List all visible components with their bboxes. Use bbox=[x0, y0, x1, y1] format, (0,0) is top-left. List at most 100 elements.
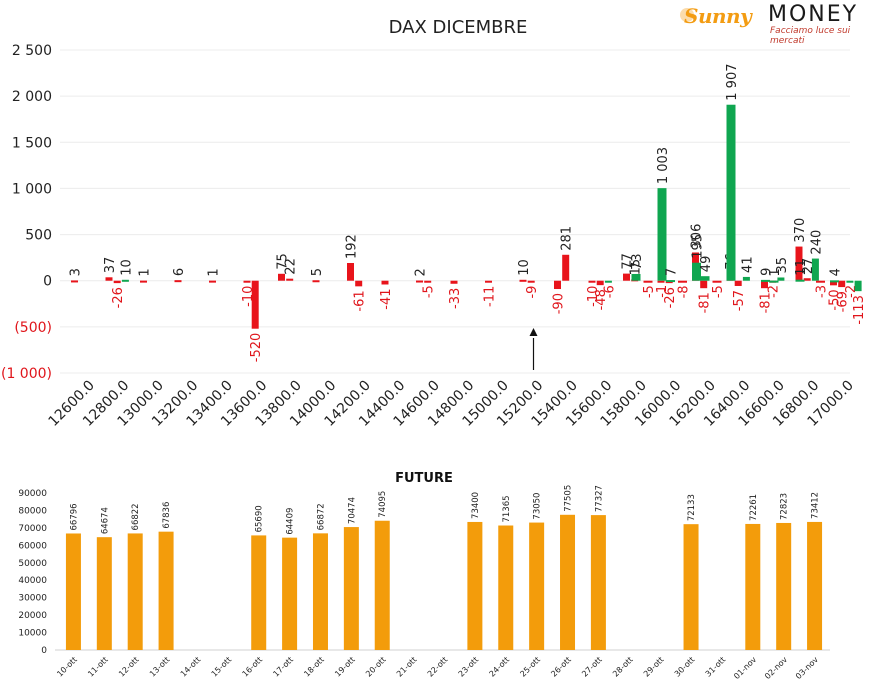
bar bbox=[588, 280, 596, 283]
bar bbox=[467, 521, 483, 650]
x-tick-label: 21-ott bbox=[395, 655, 419, 679]
data-label: 240 bbox=[809, 230, 824, 255]
x-tick-label: 27-ott bbox=[580, 655, 604, 679]
bar bbox=[282, 537, 298, 650]
x-tick-label: 16-ott bbox=[241, 655, 265, 679]
data-label: 15 bbox=[629, 259, 644, 276]
bar bbox=[158, 531, 174, 650]
bar bbox=[678, 280, 687, 283]
future-chart: FUTURE 90000 80000 70000 60000 50000 40000 300… bbox=[18, 471, 830, 681]
bar bbox=[424, 280, 432, 283]
bar bbox=[251, 280, 259, 329]
bar bbox=[769, 280, 779, 283]
bar bbox=[519, 279, 527, 282]
bar bbox=[816, 280, 825, 283]
bar bbox=[343, 527, 359, 650]
x-tick-label: 12-ott bbox=[117, 655, 141, 679]
bar bbox=[761, 280, 768, 289]
data-label: 6 bbox=[172, 268, 187, 276]
y-tick-label: 500 bbox=[25, 228, 52, 244]
y-tick-label: 1 000 bbox=[12, 181, 52, 197]
x-tick-label: 31-ott bbox=[704, 655, 728, 679]
bar bbox=[692, 262, 701, 281]
data-label: 77327 bbox=[594, 485, 604, 512]
bar bbox=[113, 280, 121, 284]
data-label: 192 bbox=[345, 234, 360, 259]
data-label: -90 bbox=[552, 293, 567, 314]
bar bbox=[657, 280, 665, 283]
y-tick-label: 0 bbox=[41, 646, 47, 656]
x-tick-label: 25-ott bbox=[518, 655, 542, 679]
bar bbox=[71, 280, 78, 283]
x-tick-label: 20-ott bbox=[364, 655, 388, 679]
data-label: 1 003 bbox=[656, 147, 671, 184]
data-label: -9 bbox=[525, 286, 540, 299]
y-tick-label: 40000 bbox=[18, 576, 47, 586]
data-label: 64409 bbox=[286, 508, 296, 535]
bar bbox=[347, 262, 354, 281]
bar bbox=[312, 280, 320, 283]
bar bbox=[807, 521, 823, 650]
data-label: -5 bbox=[642, 285, 657, 298]
y-tick-label: 2 500 bbox=[12, 43, 52, 59]
data-label: -61 bbox=[353, 290, 368, 311]
bar bbox=[683, 524, 699, 650]
data-label: 5 bbox=[310, 268, 325, 276]
data-label: 195 bbox=[691, 234, 706, 259]
bar bbox=[498, 525, 514, 650]
data-label: -5 bbox=[422, 285, 437, 298]
data-label: -33 bbox=[448, 288, 463, 309]
data-label: -3 bbox=[815, 285, 830, 298]
data-label: -2 bbox=[767, 285, 782, 298]
bar bbox=[590, 515, 606, 650]
x-tick-label: 15-ott bbox=[210, 655, 234, 679]
bar bbox=[666, 280, 675, 283]
chart-title: DAX DICEMBRE bbox=[389, 17, 528, 38]
y-tick-label: 0 bbox=[43, 274, 52, 290]
logo-money: MONEY bbox=[768, 2, 859, 27]
bar bbox=[312, 533, 328, 650]
data-label: -26 bbox=[663, 287, 678, 308]
data-label: 37 bbox=[103, 257, 118, 274]
data-label: 7 bbox=[665, 268, 680, 276]
bar bbox=[631, 273, 641, 281]
y-tick-label: 50000 bbox=[18, 559, 47, 569]
data-label: 73 bbox=[630, 253, 645, 270]
bar bbox=[286, 278, 294, 281]
x-tick-label: 17-ott bbox=[271, 655, 295, 679]
bar bbox=[761, 279, 770, 282]
data-label: 72261 bbox=[749, 494, 759, 521]
bar bbox=[105, 277, 113, 281]
x-tick-label: 02-nov bbox=[763, 655, 789, 681]
sun-icon bbox=[680, 8, 694, 22]
bar bbox=[776, 522, 792, 650]
bar bbox=[243, 280, 251, 283]
data-label: 11 bbox=[794, 259, 809, 276]
x-tick-label: 10-ott bbox=[55, 655, 79, 679]
bar bbox=[830, 280, 837, 286]
data-label: -10 bbox=[586, 286, 601, 307]
data-label: -81 bbox=[759, 292, 774, 313]
bar bbox=[174, 280, 182, 283]
x-tick-label: 03-nov bbox=[794, 655, 820, 681]
bar bbox=[121, 279, 129, 282]
data-label: 66872 bbox=[316, 503, 326, 530]
data-label: 66822 bbox=[131, 503, 141, 530]
data-label: 49 bbox=[699, 256, 714, 273]
bar bbox=[65, 533, 81, 650]
x-tick-label: 18-ott bbox=[302, 655, 326, 679]
bar bbox=[527, 280, 535, 283]
data-label: 73412 bbox=[811, 492, 821, 519]
bar bbox=[830, 280, 839, 283]
bar bbox=[643, 280, 653, 283]
y-tick-label: 70000 bbox=[18, 524, 47, 534]
y-tick-label: 30000 bbox=[18, 594, 47, 604]
bar bbox=[854, 280, 862, 292]
bar bbox=[485, 280, 492, 283]
data-label: -50 bbox=[828, 289, 843, 310]
data-label: -113 bbox=[852, 295, 867, 325]
bar bbox=[209, 280, 216, 283]
bar bbox=[604, 280, 612, 283]
bar bbox=[596, 280, 604, 286]
bar bbox=[140, 280, 147, 283]
